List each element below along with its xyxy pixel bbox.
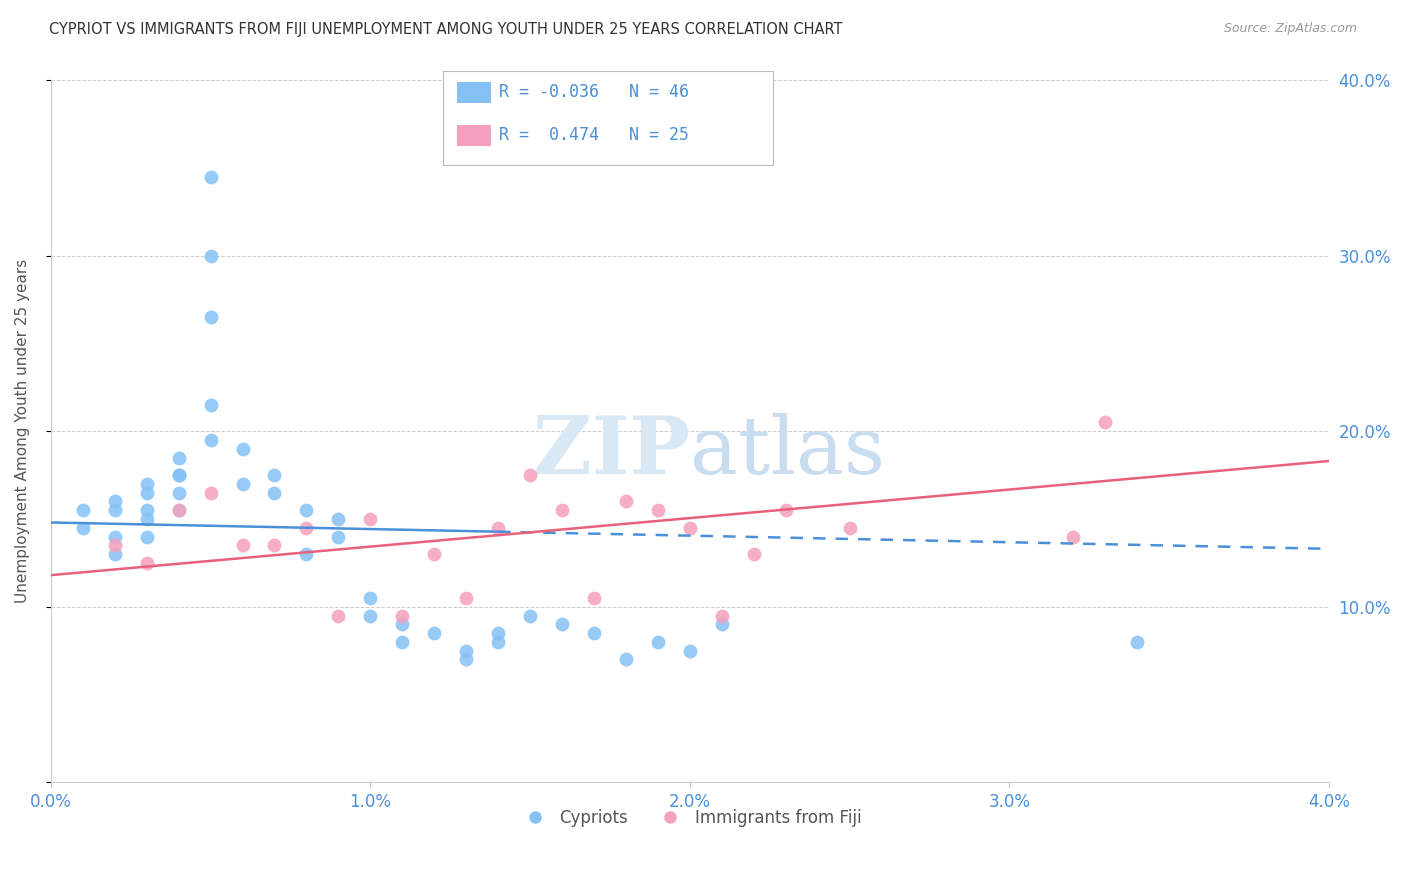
Point [486, 635, 509, 649]
Text: R = -0.036   N = 46: R = -0.036 N = 46 [499, 83, 689, 101]
Point [135, 529, 157, 543]
Point [328, 512, 350, 526]
Point [167, 468, 190, 483]
Point [200, 485, 222, 500]
Point [486, 521, 509, 535]
Point [167, 485, 190, 500]
Point [231, 538, 253, 552]
Point [359, 608, 381, 623]
Point [167, 450, 190, 465]
Text: Source: ZipAtlas.com: Source: ZipAtlas.com [1223, 22, 1357, 36]
Point [838, 521, 860, 535]
Y-axis label: Unemployment Among Youth under 25 years: Unemployment Among Youth under 25 years [15, 259, 30, 603]
Point [72, 521, 94, 535]
Point [104, 538, 127, 552]
Point [167, 503, 190, 517]
Point [456, 652, 478, 666]
Point [200, 169, 222, 184]
Point [775, 503, 797, 517]
Point [135, 476, 157, 491]
Point [1094, 416, 1116, 430]
Point [647, 503, 669, 517]
Point [423, 626, 446, 640]
Point [359, 512, 381, 526]
Point [519, 608, 541, 623]
Point [551, 617, 574, 632]
Text: CYPRIOT VS IMMIGRANTS FROM FIJI UNEMPLOYMENT AMONG YOUTH UNDER 25 YEARS CORRELAT: CYPRIOT VS IMMIGRANTS FROM FIJI UNEMPLOY… [49, 22, 842, 37]
Point [135, 556, 157, 570]
Legend: Cypriots, Immigrants from Fiji: Cypriots, Immigrants from Fiji [512, 803, 869, 834]
Point [263, 538, 285, 552]
Point [104, 547, 127, 561]
Point [391, 635, 413, 649]
Point [135, 485, 157, 500]
Point [328, 529, 350, 543]
Point [295, 521, 318, 535]
Point [167, 468, 190, 483]
Point [423, 547, 446, 561]
Point [1126, 635, 1149, 649]
Point [328, 608, 350, 623]
Text: ZIP: ZIP [533, 413, 690, 491]
Point [104, 494, 127, 508]
Text: R =  0.474   N = 25: R = 0.474 N = 25 [499, 126, 689, 144]
Point [263, 485, 285, 500]
Point [104, 503, 127, 517]
Point [263, 468, 285, 483]
Point [710, 608, 733, 623]
Point [391, 608, 413, 623]
Point [135, 512, 157, 526]
Point [391, 617, 413, 632]
Point [742, 547, 765, 561]
Point [295, 547, 318, 561]
Point [231, 442, 253, 456]
Point [231, 476, 253, 491]
Point [456, 591, 478, 605]
Text: atlas: atlas [690, 413, 884, 491]
Point [200, 433, 222, 447]
Point [486, 626, 509, 640]
Point [200, 310, 222, 324]
Point [456, 643, 478, 657]
Point [551, 503, 574, 517]
Point [295, 503, 318, 517]
Point [710, 617, 733, 632]
Point [519, 468, 541, 483]
Point [200, 249, 222, 263]
Point [167, 503, 190, 517]
Point [72, 503, 94, 517]
Point [582, 591, 605, 605]
Point [679, 643, 702, 657]
Point [104, 529, 127, 543]
Point [614, 494, 637, 508]
Point [200, 398, 222, 412]
Point [1062, 529, 1084, 543]
Point [135, 503, 157, 517]
Point [647, 635, 669, 649]
Point [582, 626, 605, 640]
Point [359, 591, 381, 605]
Point [679, 521, 702, 535]
Point [614, 652, 637, 666]
